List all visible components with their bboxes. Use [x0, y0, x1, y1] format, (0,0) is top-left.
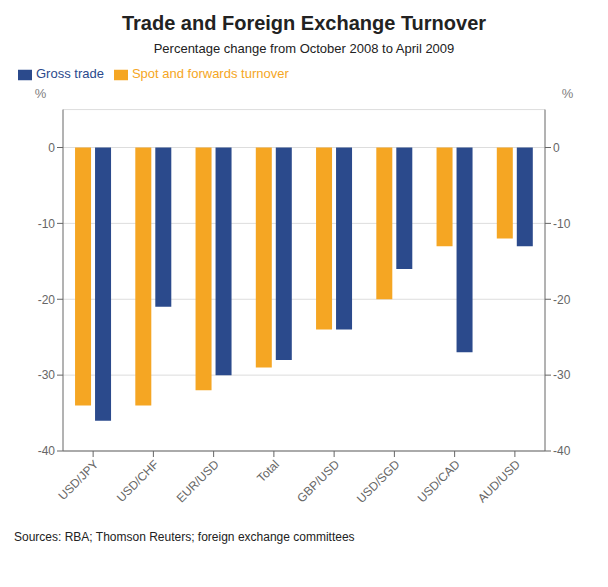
- svg-text:USD/JPY: USD/JPY: [56, 457, 102, 503]
- svg-text:%: %: [562, 86, 574, 101]
- svg-text:AUD/USD: AUD/USD: [475, 457, 523, 505]
- html-text:Trade and Foreign Exchange Tur: Trade and Foreign Exchange Turnover: [121, 12, 487, 34]
- svg-text:EUR/USD: EUR/USD: [174, 457, 222, 505]
- svg-text:-20: -20: [38, 293, 56, 307]
- svg-text:-30: -30: [553, 368, 571, 382]
- svg-text:-40: -40: [553, 444, 571, 458]
- svg-text:0: 0: [553, 141, 560, 155]
- html-text:Sources: RBA; Thomson Reuters;: Sources: RBA; Thomson Reuters; foreign e…: [14, 530, 355, 544]
- html-text:Spot and forwards turnover: Spot and forwards turnover: [131, 66, 289, 81]
- svg-text:GBP/USD: GBP/USD: [294, 457, 342, 505]
- svg-text:USD/CHF: USD/CHF: [114, 457, 162, 505]
- svg-text:-10: -10: [553, 217, 571, 231]
- svg-text:0: 0: [48, 141, 55, 155]
- svg-text:Total: Total: [254, 457, 282, 485]
- svg-text:-40: -40: [38, 444, 56, 458]
- svg-text:USD/SGD: USD/SGD: [354, 457, 403, 506]
- svg-text:%: %: [35, 86, 47, 101]
- svg-text:-30: -30: [38, 368, 56, 382]
- svg-text:USD/CAD: USD/CAD: [415, 457, 463, 505]
- svg-text:-20: -20: [553, 293, 571, 307]
- html-text:Gross trade: Gross trade: [36, 66, 104, 81]
- html-text:Percentage change from October: Percentage change from October 2008 to A…: [153, 41, 455, 56]
- svg-text:-10: -10: [38, 217, 56, 231]
